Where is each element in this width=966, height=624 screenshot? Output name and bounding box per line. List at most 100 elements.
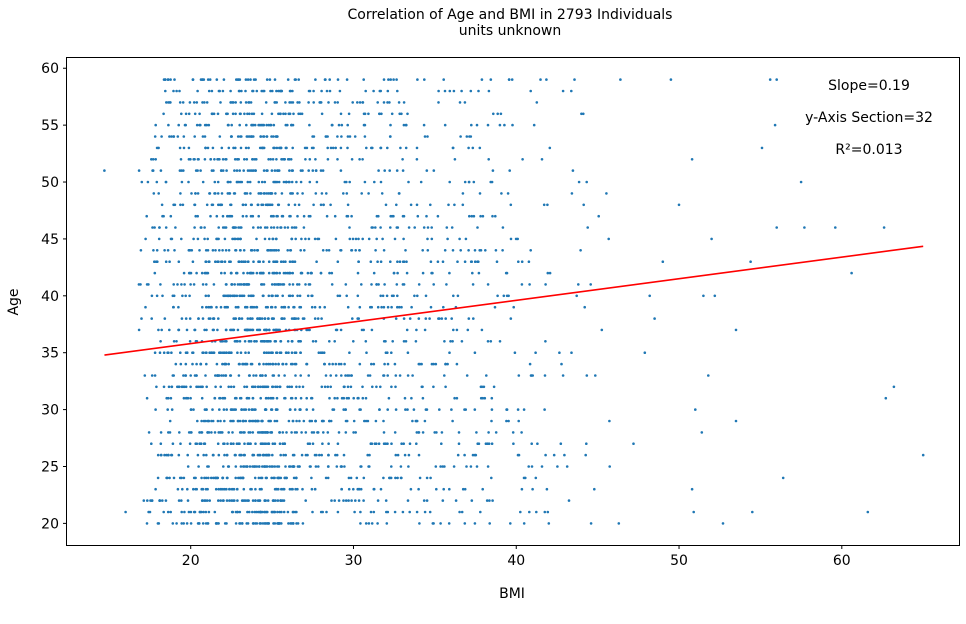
data-point [400, 305, 403, 309]
data-point [232, 442, 235, 446]
data-point [254, 487, 257, 491]
data-point [220, 260, 223, 264]
data-point [470, 123, 473, 127]
data-point [194, 169, 198, 172]
data-point [169, 396, 173, 400]
data-point [471, 453, 475, 457]
data-point [248, 135, 251, 138]
data-point [280, 89, 284, 93]
data-point [185, 522, 189, 525]
data-point [506, 192, 510, 195]
data-point [378, 89, 382, 93]
data-point [243, 192, 247, 195]
data-point [205, 101, 209, 104]
data-point [313, 453, 317, 457]
data-point [389, 476, 393, 480]
data-point [270, 351, 273, 355]
data-point [345, 78, 349, 81]
data-point [310, 305, 314, 309]
data-point [195, 101, 199, 104]
data-point [290, 317, 294, 320]
data-point [356, 101, 359, 104]
data-point [264, 374, 267, 377]
data-point [493, 305, 497, 309]
data-point [151, 226, 154, 229]
data-point [394, 453, 398, 457]
data-point [230, 283, 233, 286]
data-point [225, 169, 228, 172]
data-point [324, 374, 328, 377]
data-point [227, 249, 231, 252]
data-point [313, 317, 317, 320]
data-point [284, 453, 288, 457]
data-point [313, 237, 317, 241]
data-point [237, 374, 241, 377]
data-point [284, 146, 288, 150]
data-point [220, 192, 224, 195]
data-point [402, 317, 406, 320]
data-point [286, 249, 290, 252]
data-point [242, 283, 245, 286]
data-point [293, 203, 297, 207]
data-point [153, 260, 156, 264]
data-point [402, 442, 406, 446]
data-point [571, 169, 575, 172]
data-point [372, 89, 375, 93]
data-point [309, 214, 312, 218]
data-point [242, 249, 246, 252]
data-point [205, 362, 208, 366]
data-point [189, 510, 193, 514]
data-point [291, 283, 295, 286]
data-point [175, 522, 178, 525]
data-point [258, 260, 262, 264]
data-point [404, 408, 407, 411]
data-point [230, 408, 233, 411]
data-point [249, 294, 253, 298]
data-point [448, 271, 451, 275]
data-point [267, 419, 270, 423]
data-point [484, 249, 487, 252]
data-point [260, 419, 263, 423]
data-point [448, 351, 451, 355]
data-point [400, 442, 403, 446]
data-point [178, 431, 181, 434]
data-point [406, 351, 410, 355]
data-point [277, 465, 281, 468]
data-point [407, 453, 411, 457]
data-point [489, 180, 493, 184]
data-point [379, 294, 383, 298]
data-point [396, 271, 399, 275]
data-point [255, 510, 258, 514]
data-point [540, 158, 544, 161]
data-point [451, 419, 454, 423]
data-point [507, 78, 511, 81]
data-point [283, 317, 286, 320]
data-point [386, 146, 389, 150]
data-point [354, 431, 358, 434]
data-point [423, 328, 427, 332]
data-point [223, 271, 226, 275]
data-point [547, 522, 551, 525]
data-point [589, 522, 593, 525]
data-point [238, 249, 242, 252]
data-point [383, 283, 386, 286]
data-point [370, 328, 374, 332]
data-point [273, 271, 276, 275]
data-point [486, 465, 490, 468]
data-point [172, 340, 176, 343]
data-point [473, 408, 477, 411]
data-point [184, 112, 188, 116]
data-point [255, 465, 259, 468]
data-point [232, 419, 235, 423]
data-point [608, 419, 611, 423]
data-point [372, 510, 376, 514]
data-point [307, 237, 311, 241]
data-point [229, 294, 232, 298]
data-point [546, 271, 550, 275]
data-point [444, 317, 448, 320]
y-tick-label: 35 [41, 346, 59, 362]
data-point [245, 385, 249, 389]
data-point [543, 374, 547, 377]
data-point [146, 180, 150, 184]
data-point [415, 158, 419, 161]
